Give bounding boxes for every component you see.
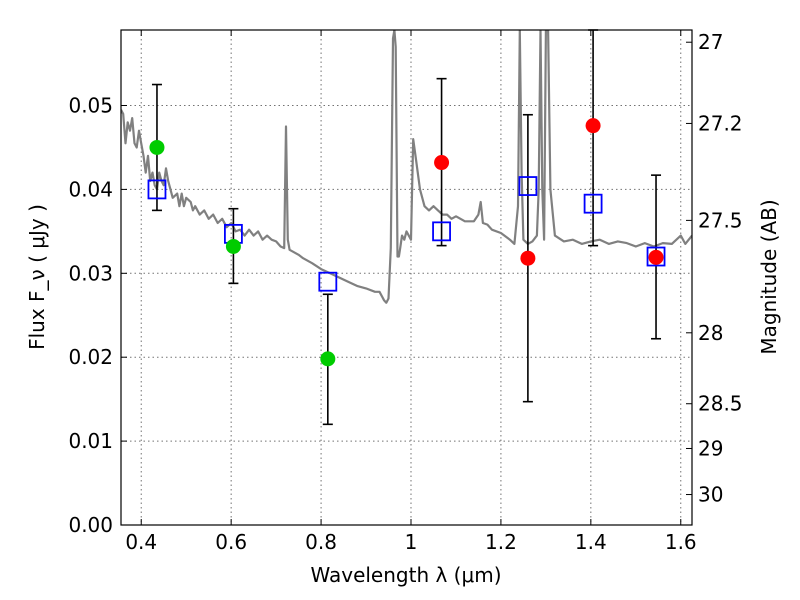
right-tick-label: 27.5 [698, 208, 743, 232]
x-tick-label: 0.4 [125, 530, 157, 554]
x-axis-title: Wavelength λ (μm) [310, 563, 501, 587]
red-data-point [585, 118, 601, 134]
y-tick-label: 0.02 [68, 345, 113, 369]
y-tick-label: 0.05 [68, 94, 113, 118]
x-tick-label: 1 [405, 530, 418, 554]
x-tick-label: 1.2 [485, 530, 517, 554]
y-tick-label: 0.01 [68, 429, 113, 453]
right-tick-label: 27 [698, 30, 723, 54]
right-tick-label: 29 [698, 436, 723, 460]
model-square-point [646, 246, 666, 267]
axis-ticks: 0.4 0.6 0.8 1 1.2 1.4 1.6 0.00 0.01 0.02 0.03 0.04 0… [68, 30, 743, 554]
y-tick-label: 0.04 [68, 177, 113, 201]
red-data-point [648, 249, 664, 265]
right-axis-title: Magnitude (AB) [757, 199, 781, 354]
model-square-point [583, 193, 603, 214]
model-square-point [518, 176, 538, 196]
x-tick-label: 1.6 [665, 530, 697, 554]
x-tick-label: 1.4 [575, 530, 607, 554]
grid-lines [121, 30, 692, 526]
green-data-point [320, 351, 336, 367]
green-data-point [149, 139, 165, 155]
red-data-point [520, 250, 536, 266]
right-tick-label: 28 [698, 321, 723, 345]
data-markers [147, 118, 666, 367]
spectrum-line [121, 30, 692, 304]
y-axis-title: Flux F_ν ( μJy ) [25, 204, 49, 350]
model-square-point [318, 271, 338, 292]
model-square-point [432, 221, 451, 242]
y-tick-label: 0.03 [68, 261, 113, 285]
x-tick-label: 0.8 [305, 530, 337, 554]
y-tick-label: 0.00 [68, 513, 113, 537]
model-square-point [147, 179, 167, 200]
plot-frame [120, 29, 693, 526]
right-tick-label: 30 [698, 483, 723, 507]
right-tick-label: 28.5 [698, 392, 743, 416]
green-data-point [225, 238, 241, 254]
right-tick-label: 27.2 [698, 111, 743, 135]
x-tick-label: 0.6 [215, 530, 247, 554]
red-data-point [434, 155, 450, 171]
plot-area [121, 30, 692, 304]
